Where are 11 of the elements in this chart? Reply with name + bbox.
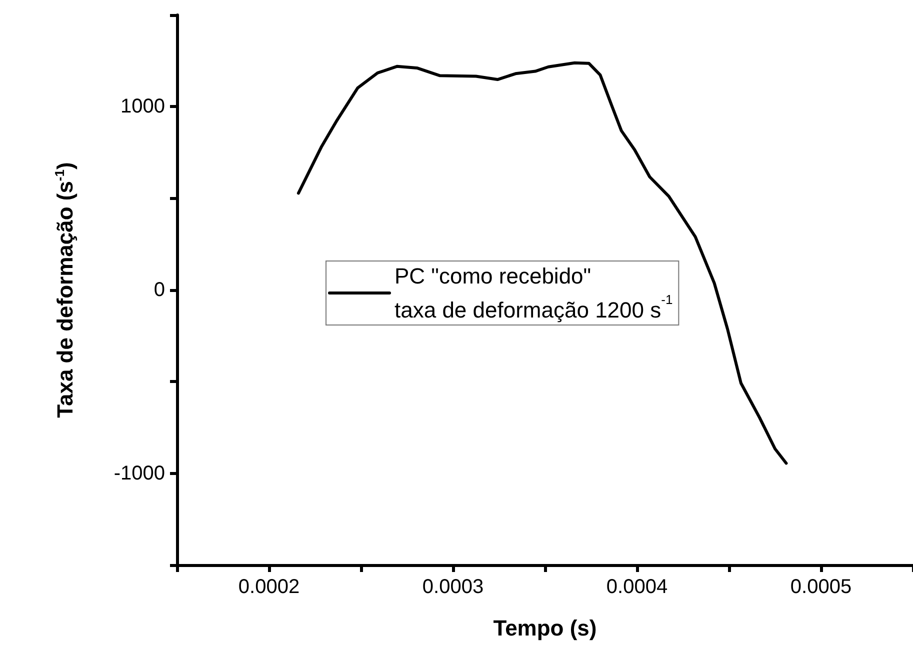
y-axis-title: Taxa de deformação (s-1)	[52, 162, 78, 418]
x-tick-label: 0.0004	[606, 576, 668, 598]
x-axis-title: Tempo (s)	[493, 616, 597, 640]
y-tick-label: 1000	[120, 96, 165, 118]
x-tick-label: 0.0002	[238, 576, 300, 598]
y-tick-label: -1000	[114, 462, 165, 484]
x-tick-label: 0.0003	[422, 576, 484, 598]
x-tick-label: 0.0005	[790, 576, 852, 598]
line-series	[296, 61, 788, 465]
text: PC "como recebido"	[394, 264, 592, 288]
y-tick-label: 0	[154, 279, 165, 301]
